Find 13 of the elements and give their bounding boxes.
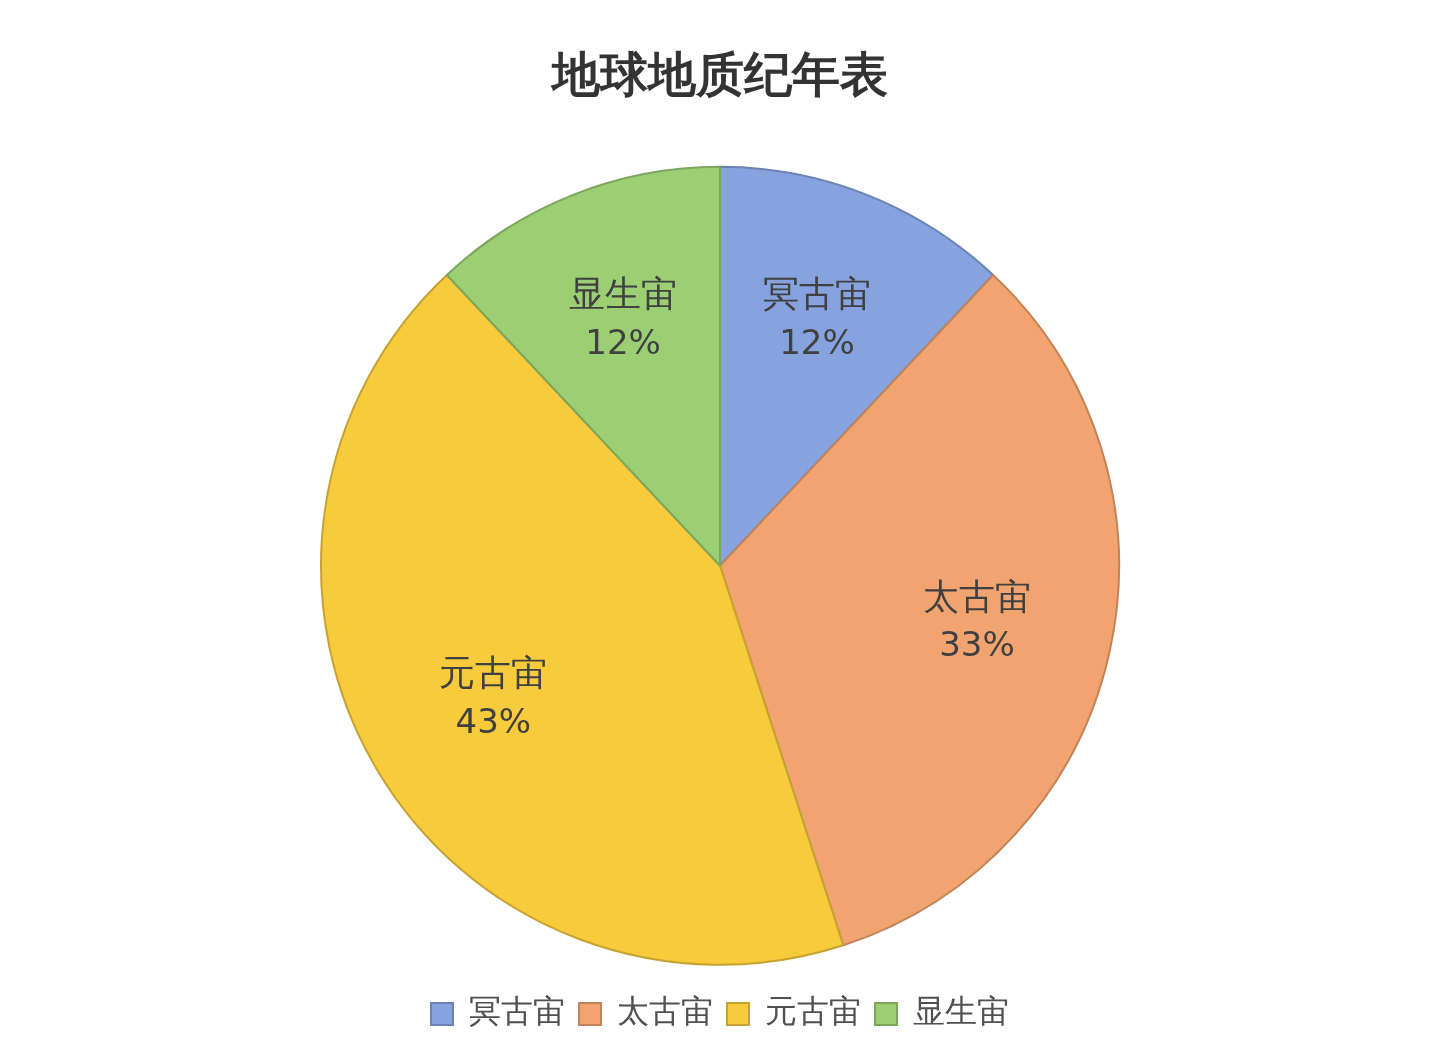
legend-label: 太古宙 [617, 992, 713, 1031]
slice-label: 显生宙 [569, 273, 678, 315]
data-label: 33% [939, 624, 1015, 665]
legend-label: 元古宙 [765, 992, 861, 1031]
legend-label: 冥古宙 [469, 992, 565, 1031]
chart-title: 地球地质纪年表 [550, 46, 888, 103]
slice-label: 冥古宙 [762, 273, 871, 315]
data-label: 43% [455, 700, 532, 741]
slice-label: 元古宙 [439, 652, 548, 694]
data-label: 12% [585, 321, 661, 362]
legend-label: 显生宙 [913, 992, 1009, 1031]
slice-label: 太古宙 [923, 575, 1031, 617]
data-label: 12% [779, 321, 855, 362]
